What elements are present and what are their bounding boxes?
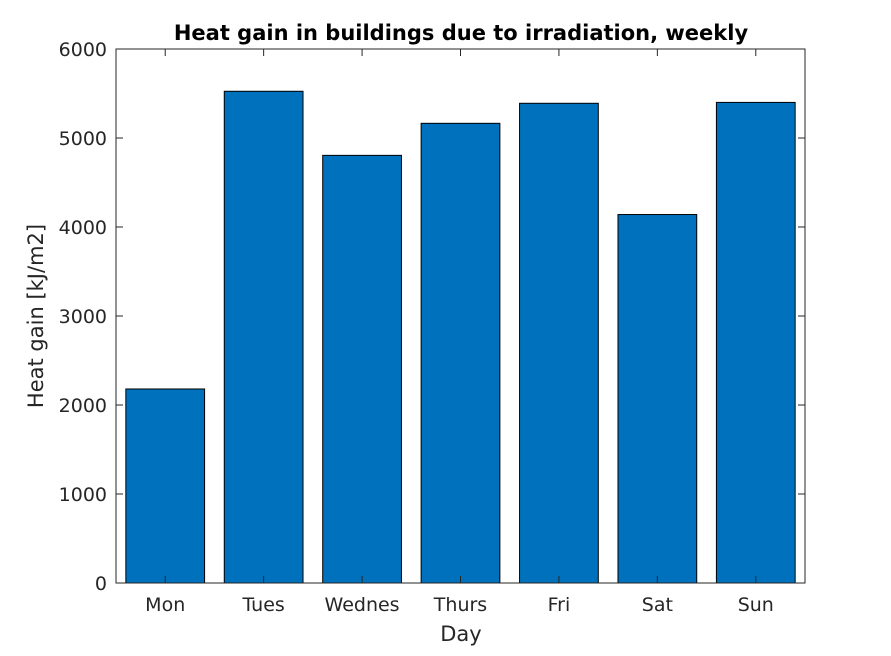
y-tick-label-2000: 2000 — [59, 395, 107, 417]
bar-wednes — [322, 154, 402, 584]
x-tick-label-tues: Tues — [241, 594, 284, 616]
x-tick-label-mon: Mon — [145, 594, 185, 616]
x-axis-ticks: Mon Tues Wednes Thurs Fri Sat Sun — [145, 49, 774, 616]
y-tick-label-3000: 3000 — [59, 306, 107, 328]
y-tick-label-1000: 1000 — [59, 484, 107, 506]
y-tick-label-6000: 6000 — [59, 39, 107, 61]
y-tick-label-0: 0 — [95, 573, 107, 595]
y-axis-ticks: 0 1000 2000 3000 4000 5000 6000 — [59, 39, 805, 595]
bar-sat — [617, 214, 698, 584]
x-tick-label-fri: Fri — [548, 594, 571, 616]
y-axis-label: Heat gain [kJ/m2] — [24, 224, 48, 408]
bar-mon — [125, 388, 206, 584]
bar-sun — [715, 101, 796, 584]
bars-group — [125, 90, 796, 584]
bar-fri — [519, 102, 599, 584]
x-tick-label-thurs: Thurs — [433, 594, 487, 616]
y-tick-label-4000: 4000 — [59, 217, 107, 239]
bar-thurs — [420, 122, 501, 584]
x-tick-label-wednes: Wednes — [325, 594, 400, 616]
y-tick-label-5000: 5000 — [59, 128, 107, 150]
x-axis-label: Day — [440, 622, 481, 646]
chart-title: Heat gain in buildings due to irradiatio… — [174, 21, 749, 45]
x-tick-label-sat: Sat — [642, 594, 673, 616]
x-tick-label-sun: Sun — [738, 594, 774, 616]
bar-tues — [223, 90, 304, 584]
